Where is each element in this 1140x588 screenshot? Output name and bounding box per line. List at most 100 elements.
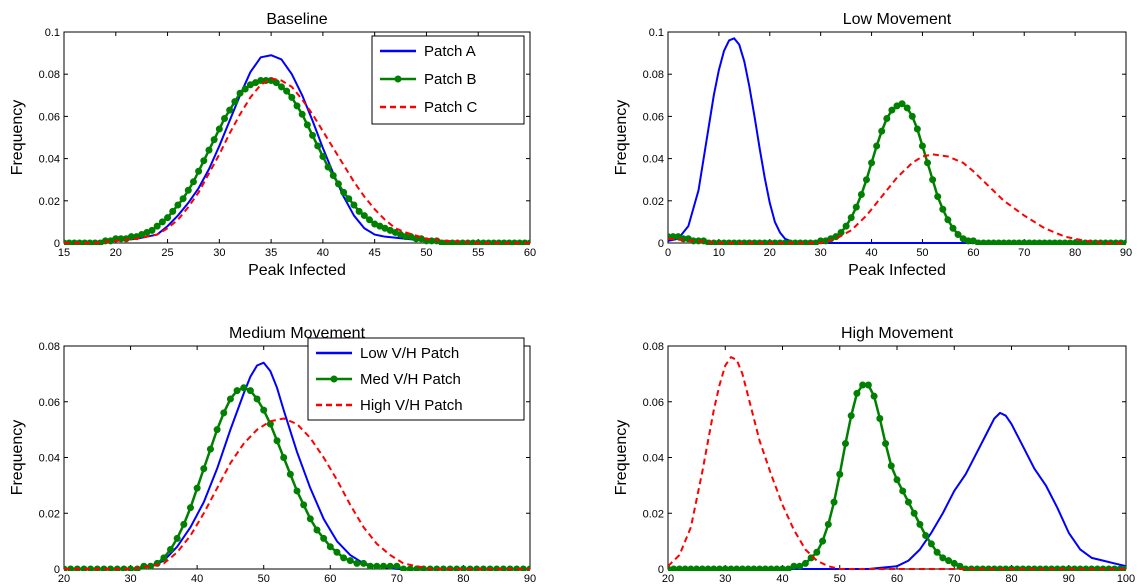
- data-point: [293, 487, 301, 495]
- data-point: [819, 537, 827, 545]
- chart-panel-3: High Movement 20 30 40 50 60 70 80 90 100 0 0.02 0.0…: [613, 325, 1135, 585]
- chart-title: Low Movement: [843, 11, 952, 28]
- data-point: [179, 195, 187, 203]
- x-tick-label: 70: [391, 573, 403, 585]
- data-point: [160, 554, 168, 562]
- y-tick-label: 0.04: [643, 154, 664, 166]
- x-axis-label: Peak Infected: [248, 262, 346, 279]
- data-point: [888, 106, 896, 114]
- data-point: [837, 228, 845, 236]
- data-point: [313, 526, 321, 534]
- series-1: [668, 381, 1126, 571]
- legend-entry: Patch B: [424, 71, 477, 88]
- data-point: [796, 562, 804, 570]
- data-point: [345, 195, 353, 203]
- data-point: [180, 520, 188, 528]
- y-tick-label: 0.04: [39, 453, 60, 465]
- series-1: [64, 77, 530, 245]
- x-tick-label: 50: [258, 573, 270, 585]
- data-point: [934, 193, 942, 201]
- data-point: [200, 465, 208, 473]
- data-point: [878, 127, 886, 135]
- data-point: [887, 462, 895, 470]
- data-point: [206, 445, 214, 453]
- data-point: [898, 100, 906, 108]
- x-tick-label: 20: [110, 247, 122, 259]
- data-point: [314, 142, 322, 150]
- data-point: [346, 557, 354, 565]
- data-point: [253, 395, 261, 403]
- series-2: [64, 417, 530, 570]
- series-0: [668, 411, 1126, 570]
- legend: Patch A Patch B Patch C: [371, 35, 525, 125]
- data-point: [847, 214, 855, 222]
- data-point: [704, 565, 712, 571]
- data-point: [350, 201, 358, 209]
- data-point: [944, 216, 952, 224]
- x-tick-label: 30: [124, 573, 136, 585]
- data-point: [924, 159, 932, 167]
- data-point: [319, 152, 327, 160]
- x-tick-label: 70: [948, 573, 960, 585]
- data-point: [280, 454, 288, 461]
- legend-entry: Med V/H Patch: [360, 371, 461, 388]
- data-point: [393, 562, 401, 570]
- data-point: [169, 207, 177, 215]
- series-2: [668, 356, 1126, 570]
- data-point: [236, 89, 244, 97]
- data-point: [773, 565, 781, 571]
- series-line: [668, 411, 1126, 570]
- data-point: [233, 387, 241, 395]
- data-point: [373, 562, 381, 570]
- data-point: [873, 142, 881, 150]
- y-tick-label: 0.1: [649, 27, 664, 39]
- data-point: [927, 540, 935, 548]
- data-point: [353, 559, 361, 567]
- data-point: [1122, 239, 1126, 245]
- y-tick-label: 0.06: [643, 397, 664, 409]
- data-point: [283, 87, 291, 95]
- data-point: [298, 110, 306, 118]
- data-point: [857, 190, 865, 198]
- series-line: [64, 417, 530, 570]
- data-point: [241, 85, 249, 93]
- x-tick-label: 30: [815, 247, 827, 259]
- series-line: [668, 37, 1126, 244]
- data-point: [761, 565, 769, 571]
- data-point: [853, 389, 861, 397]
- data-point: [830, 498, 838, 506]
- data-point: [738, 565, 746, 571]
- data-point: [847, 412, 855, 420]
- series-line: [668, 356, 1126, 570]
- data-point: [215, 125, 223, 133]
- data-point: [184, 186, 192, 194]
- data-point: [899, 487, 907, 495]
- x-tick-label: 60: [324, 573, 336, 585]
- data-point: [288, 93, 296, 101]
- y-tick-label: 0.06: [643, 111, 664, 123]
- data-point: [916, 520, 924, 528]
- x-tick-label: 40: [865, 247, 877, 259]
- data-point: [767, 565, 775, 571]
- data-point: [240, 384, 248, 392]
- x-tick-label: 90: [1063, 573, 1075, 585]
- data-point: [950, 559, 958, 567]
- x-tick-label: 80: [1005, 573, 1017, 585]
- data-point: [939, 205, 947, 213]
- x-tick-label: 80: [1069, 247, 1081, 259]
- data-point: [189, 178, 197, 186]
- data-point: [380, 562, 388, 570]
- data-point: [675, 565, 683, 571]
- legend-entry: Patch A: [424, 43, 476, 60]
- series-0: [668, 37, 1126, 244]
- legend: Low V/H Patch Med V/H Patch High V/H Patch: [307, 337, 525, 421]
- data-point: [210, 136, 218, 144]
- series-line: [64, 77, 530, 244]
- series-line: [668, 153, 1126, 244]
- chart-title: High Movement: [841, 325, 954, 342]
- data-point: [681, 565, 689, 571]
- data-point: [922, 532, 930, 540]
- plot-frame: [667, 345, 1127, 570]
- data-point: [913, 125, 921, 133]
